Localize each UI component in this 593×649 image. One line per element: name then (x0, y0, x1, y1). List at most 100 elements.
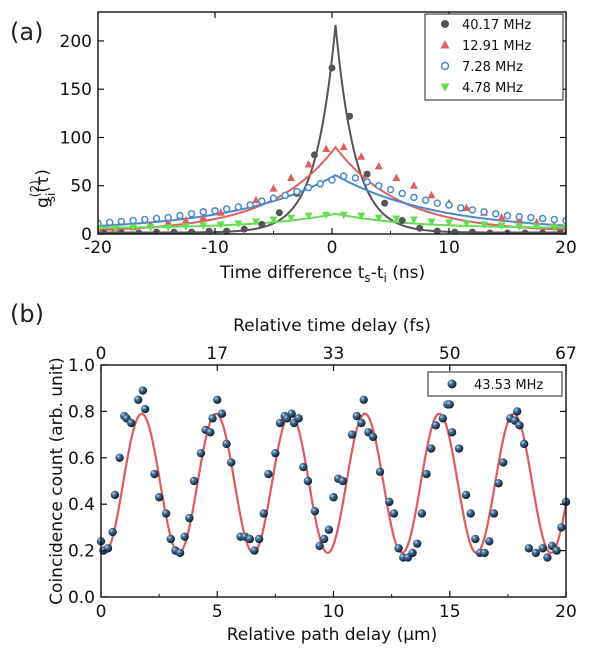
data-point (512, 407, 522, 416)
data-point (527, 213, 535, 222)
data-point (264, 469, 273, 479)
data-point (339, 211, 348, 220)
x-tick-label: 5 (212, 602, 223, 622)
data-point (381, 199, 389, 207)
data-point (234, 220, 243, 228)
data-point (552, 546, 561, 555)
y-tick-label: 0.2 (68, 542, 95, 562)
data-point (275, 209, 283, 217)
data-point (468, 206, 477, 214)
y-tick-label: 200 (60, 32, 92, 52)
data-point (115, 453, 124, 462)
legend-marker (440, 83, 450, 92)
data-point (299, 462, 308, 472)
data-point (468, 228, 476, 234)
x-tick-label: 0 (96, 602, 107, 622)
data-point (188, 228, 196, 234)
legend-a: 40.17 MHz 12.91 MHz 7.28 MHz 4.78 MHz (424, 13, 564, 101)
legend-label: 4.78 MHz (462, 81, 523, 96)
data-point (152, 214, 161, 223)
data-point (515, 212, 523, 221)
data-point (259, 509, 268, 518)
data-point (127, 418, 136, 428)
data-point (357, 152, 366, 160)
data-point (524, 544, 533, 553)
data-point (562, 224, 566, 232)
legend-marker (440, 40, 450, 49)
data-point (521, 229, 529, 234)
data-point (258, 220, 266, 228)
data-point (287, 214, 296, 223)
data-point (271, 448, 280, 458)
x-tick-label: 20 (555, 238, 577, 258)
data-point (410, 193, 418, 202)
data-point (445, 219, 453, 227)
data-point (494, 479, 503, 488)
data-point (304, 212, 313, 221)
data-point (216, 208, 225, 216)
legend-marker (441, 20, 449, 28)
data-point (117, 217, 126, 226)
legend-label: 40.17 MHz (462, 18, 531, 33)
y-tick-label: 50 (70, 177, 92, 197)
data-point (246, 201, 254, 209)
data-point (409, 181, 418, 189)
data-point (466, 509, 475, 518)
data-point (550, 215, 559, 224)
data-point (315, 541, 324, 551)
data-point (154, 493, 164, 502)
data-point (485, 537, 494, 546)
data-point (497, 213, 506, 221)
data-point (368, 432, 378, 442)
data-point (269, 194, 278, 203)
data-point (417, 509, 427, 518)
data-point (539, 229, 547, 234)
data-point (398, 189, 406, 198)
data-point (105, 218, 114, 227)
data-point (497, 222, 506, 230)
data-point (515, 223, 524, 231)
panel-b-top-xlabel: Relative time delay (fs) (233, 316, 431, 336)
x-tick-label: 15 (439, 602, 461, 622)
data-point (161, 509, 171, 518)
data-point (199, 222, 208, 230)
data-point (389, 509, 399, 518)
data-point (222, 439, 231, 449)
data-point (422, 469, 431, 479)
data-point (351, 174, 360, 182)
data-point (254, 534, 264, 544)
data-point (324, 525, 334, 534)
data-point (269, 184, 278, 192)
data-point (556, 229, 564, 234)
data-point (251, 195, 260, 204)
data-point (303, 476, 313, 486)
data-point (180, 532, 189, 541)
data-point (111, 225, 120, 233)
data-point (543, 553, 552, 562)
data-point (189, 476, 199, 486)
data-point (166, 534, 175, 544)
data-point (489, 509, 499, 518)
data-point (140, 404, 150, 414)
data-point (431, 421, 440, 430)
data-point (408, 548, 417, 558)
data-point (492, 209, 500, 218)
data-point (357, 418, 366, 428)
data-point (170, 228, 178, 234)
data-point (287, 173, 296, 182)
data-point (480, 221, 489, 229)
data-point (138, 386, 148, 395)
data-point (185, 513, 194, 523)
x-tick-label: 20 (555, 602, 577, 622)
data-point (216, 221, 225, 229)
data-point (227, 458, 236, 467)
data-point (208, 414, 217, 423)
data-point (196, 448, 206, 458)
data-point (499, 458, 508, 467)
data-point (347, 430, 357, 439)
data-point (251, 218, 260, 226)
data-point (187, 209, 196, 218)
data-point (421, 196, 430, 204)
data-point (269, 216, 278, 225)
data-point (322, 211, 331, 220)
